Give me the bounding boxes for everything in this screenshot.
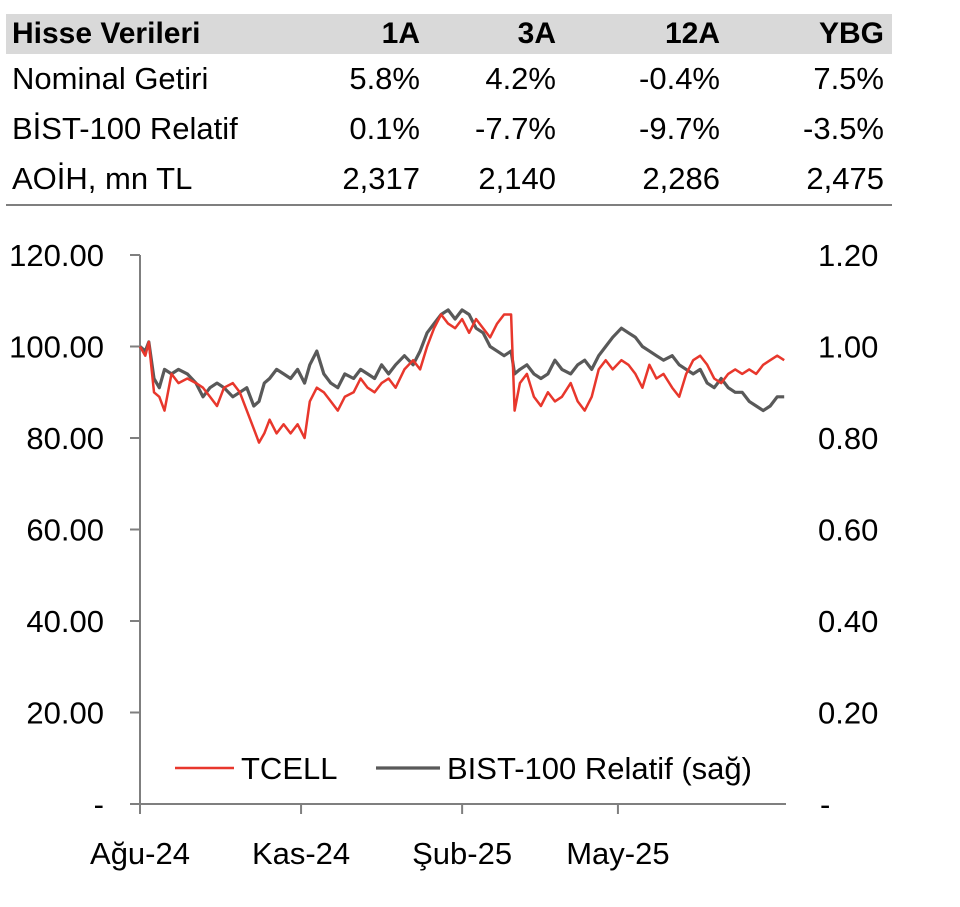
table-bottom-rule	[6, 204, 892, 206]
cell-value: -7.7%	[475, 111, 556, 146]
series-line-tcell	[138, 313, 785, 444]
cell-value: -3.5%	[803, 111, 884, 146]
cell-value: -9.7%	[639, 111, 720, 146]
y-left-tick-label: 100.00	[9, 330, 104, 365]
y-right-tick-label: 0.60	[818, 513, 878, 548]
row-label: Nominal Getiri	[12, 61, 209, 96]
y-left-tick-label: 80.00	[26, 421, 104, 456]
col-header-3a: 3A	[517, 17, 556, 50]
x-tick-label: Şub-25	[412, 836, 512, 871]
table-row: AOİH, mn TL 2,317 2,140 2,286 2,475	[6, 154, 892, 206]
y-left-tick-label: 120.00	[9, 238, 104, 273]
x-tick-label: Kas-24	[252, 836, 350, 871]
cell-value: 2,475	[806, 161, 884, 196]
row-label: AOİH, mn TL	[12, 161, 193, 196]
col-header-12a: 12A	[664, 17, 720, 50]
cell-value: 4.2%	[485, 61, 556, 96]
series-line-bist-relative	[138, 308, 785, 413]
y-right-tick-label: 1.00	[818, 330, 878, 365]
y-left-tick-label: 60.00	[26, 513, 104, 548]
y-right-tick-label: -	[820, 787, 830, 822]
cell-value: 2,140	[478, 161, 556, 196]
cell-value: 2,286	[642, 161, 720, 196]
cell-value: 0.1%	[349, 111, 420, 146]
y-left-tick-label: 20.00	[26, 696, 104, 731]
cell-value: 5.8%	[349, 61, 420, 96]
legend-label-bist-relative: BIST-100 Relatif (sağ)	[447, 751, 752, 786]
cell-value: 2,317	[342, 161, 420, 196]
row-label: BİST-100 Relatif	[12, 111, 238, 146]
x-tick-label: Ağu-24	[90, 836, 190, 871]
y-right-tick-label: 0.20	[818, 696, 878, 731]
y-right-tick-label: 0.80	[818, 421, 878, 456]
stock-data-table: Hisse Verileri 1A 3A 12A YBG Nominal Get…	[6, 14, 892, 206]
table-row: Nominal Getiri 5.8% 4.2% -0.4% 7.5%	[6, 54, 892, 104]
cell-value: 7.5%	[813, 61, 884, 96]
y-left-tick-label: 40.00	[26, 604, 104, 639]
table-header-label: Hisse Verileri	[12, 17, 201, 50]
y-right-tick-label: 0.40	[818, 604, 878, 639]
table-row: BİST-100 Relatif 0.1% -7.7% -9.7% -3.5%	[6, 104, 892, 154]
col-header-ybg: YBG	[818, 17, 884, 50]
col-header-1a: 1A	[381, 17, 420, 50]
x-tick-label: May-25	[566, 836, 669, 871]
price-line-chart: - 20.00 40.00 60.00 80.00 100.00 120.00 - 0.20 0.…	[9, 238, 878, 871]
table-header-row: Hisse Verileri 1A 3A 12A YBG	[6, 14, 892, 54]
y-right-tick-label: 1.20	[818, 238, 878, 273]
y-left-tick-label: -	[94, 787, 104, 822]
cell-value: -0.4%	[639, 61, 720, 96]
legend-label-tcell: TCELL	[241, 751, 337, 786]
